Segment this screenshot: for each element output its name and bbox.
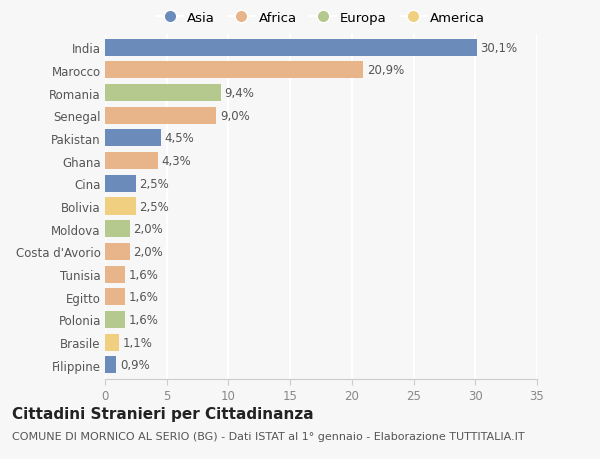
Text: 1,6%: 1,6% [128, 313, 158, 326]
Text: 9,0%: 9,0% [220, 110, 250, 123]
Text: 4,3%: 4,3% [162, 155, 191, 168]
Bar [105, 107, 216, 124]
Bar [105, 62, 363, 79]
Text: 30,1%: 30,1% [480, 41, 517, 55]
Legend: Asia, Africa, Europa, America: Asia, Africa, Europa, America [151, 6, 491, 30]
Text: 1,6%: 1,6% [128, 291, 158, 303]
Text: 20,9%: 20,9% [367, 64, 404, 77]
Text: 4,5%: 4,5% [164, 132, 194, 145]
Bar [105, 289, 125, 306]
Bar [105, 175, 136, 192]
Text: 2,0%: 2,0% [133, 246, 163, 258]
Bar [105, 266, 125, 283]
Bar [105, 130, 161, 147]
Bar [105, 153, 158, 170]
Bar [105, 198, 136, 215]
Text: 2,0%: 2,0% [133, 223, 163, 235]
Bar [105, 85, 221, 102]
Text: 1,1%: 1,1% [122, 336, 152, 349]
Text: Cittadini Stranieri per Cittadinanza: Cittadini Stranieri per Cittadinanza [12, 406, 314, 421]
Text: 1,6%: 1,6% [128, 268, 158, 281]
Bar [105, 334, 119, 351]
Text: 0,9%: 0,9% [120, 358, 149, 372]
Bar [105, 311, 125, 328]
Bar [105, 357, 116, 374]
Bar [105, 221, 130, 238]
Bar [105, 243, 130, 260]
Text: 9,4%: 9,4% [225, 87, 254, 100]
Text: 2,5%: 2,5% [140, 178, 169, 190]
Bar [105, 39, 476, 56]
Text: 2,5%: 2,5% [140, 200, 169, 213]
Text: COMUNE DI MORNICO AL SERIO (BG) - Dati ISTAT al 1° gennaio - Elaborazione TUTTIT: COMUNE DI MORNICO AL SERIO (BG) - Dati I… [12, 431, 524, 442]
